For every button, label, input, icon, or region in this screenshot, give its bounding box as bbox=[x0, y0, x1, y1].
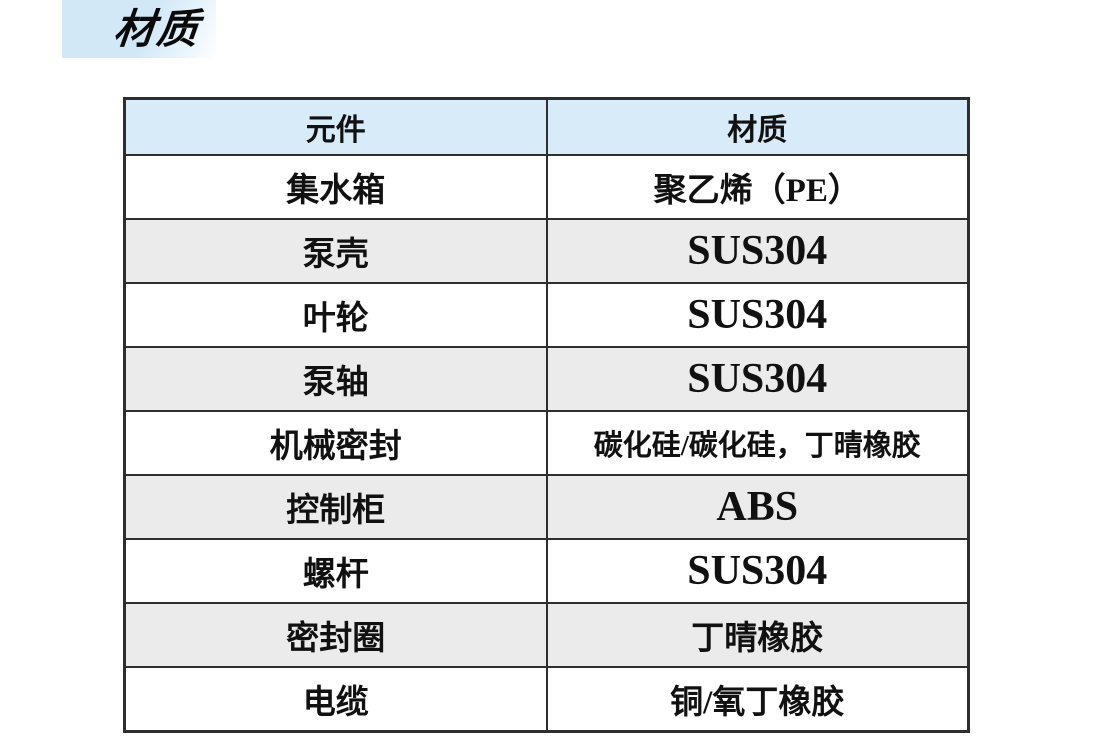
material-cell: 铜/氧丁橡胶 bbox=[545, 666, 970, 733]
table-row: 密封圈 丁晴橡胶 bbox=[123, 602, 970, 668]
material-cell: SUS304 bbox=[545, 346, 970, 412]
material-cell: 丁晴橡胶 bbox=[545, 602, 970, 668]
component-cell: 螺杆 bbox=[123, 538, 548, 604]
component-cell: 控制柜 bbox=[123, 474, 548, 540]
component-cell: 电缆 bbox=[123, 666, 548, 733]
material-cell: ABS bbox=[545, 474, 970, 540]
table-row: 集水箱 聚乙烯（PE） bbox=[123, 154, 970, 220]
component-cell: 叶轮 bbox=[123, 282, 548, 348]
component-cell: 泵轴 bbox=[123, 346, 548, 412]
table-row: 叶轮 SUS304 bbox=[123, 282, 970, 348]
table-row: 控制柜 ABS bbox=[123, 474, 970, 540]
material-cell: SUS304 bbox=[545, 538, 970, 604]
material-cell: SUS304 bbox=[545, 282, 970, 348]
component-cell: 泵壳 bbox=[123, 218, 548, 284]
material-cell: SUS304 bbox=[545, 218, 970, 284]
section-title: 材质 bbox=[111, 6, 203, 52]
materials-table-body: 集水箱 聚乙烯（PE） 泵壳 SUS304 叶轮 SUS304 泵轴 SUS304 机械密封 碳化… bbox=[123, 154, 970, 733]
component-cell: 密封圈 bbox=[123, 602, 548, 668]
table-row: 电缆 铜/氧丁橡胶 bbox=[123, 666, 970, 733]
material-cell: 聚乙烯（PE） bbox=[545, 154, 970, 220]
material-cell: 碳化硅/碳化硅，丁晴橡胶 bbox=[545, 410, 970, 476]
col-header-component: 元件 bbox=[123, 97, 548, 156]
table-row: 螺杆 SUS304 bbox=[123, 538, 970, 604]
materials-table: 元件 材质 集水箱 聚乙烯（PE） 泵壳 SUS304 叶轮 SUS304 泵轴 SUS304… bbox=[123, 97, 970, 733]
col-header-material: 材质 bbox=[545, 97, 970, 156]
section-title-block: 材质 bbox=[62, 0, 216, 58]
header-row: 元件 材质 bbox=[123, 97, 970, 156]
materials-table-header: 元件 材质 bbox=[123, 97, 970, 156]
component-cell: 机械密封 bbox=[123, 410, 548, 476]
table-row: 泵轴 SUS304 bbox=[123, 346, 970, 412]
table-row: 泵壳 SUS304 bbox=[123, 218, 970, 284]
component-cell: 集水箱 bbox=[123, 154, 548, 220]
table-row: 机械密封 碳化硅/碳化硅，丁晴橡胶 bbox=[123, 410, 970, 476]
